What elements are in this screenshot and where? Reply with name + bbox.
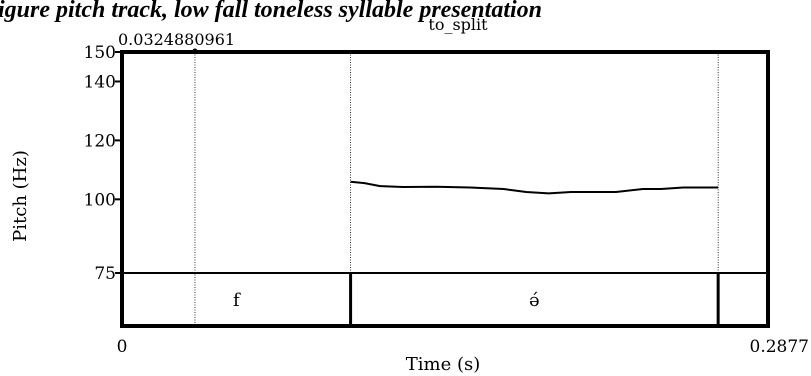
- y-tick-label-120: 120: [84, 131, 116, 151]
- x-tick-label-start: 0: [117, 337, 128, 357]
- interval-label-1: f: [233, 290, 241, 311]
- interval-label-2: ə́: [529, 290, 540, 311]
- chart-title: to_split: [428, 15, 488, 34]
- cursor-marker[interactable]: [192, 48, 198, 54]
- y-tick-label-140: 140: [84, 72, 116, 92]
- x-tick-label-end: 0.2877: [750, 337, 809, 357]
- y-tick-label-75: 75: [94, 264, 116, 284]
- x-axis-label: Time (s): [406, 354, 481, 375]
- plot-frame: [120, 50, 770, 328]
- figure-caption: igure pitch track, low fall toneless syl…: [0, 0, 542, 23]
- plot-area: [120, 50, 770, 328]
- cursor-time-label: 0.0324880961: [118, 30, 235, 49]
- pitch-contour: [350, 180, 719, 195]
- y-axis-label: Pitch (Hz): [10, 150, 31, 242]
- y-tick-label-100: 100: [84, 190, 116, 210]
- y-tick-label-150: 150: [84, 43, 116, 63]
